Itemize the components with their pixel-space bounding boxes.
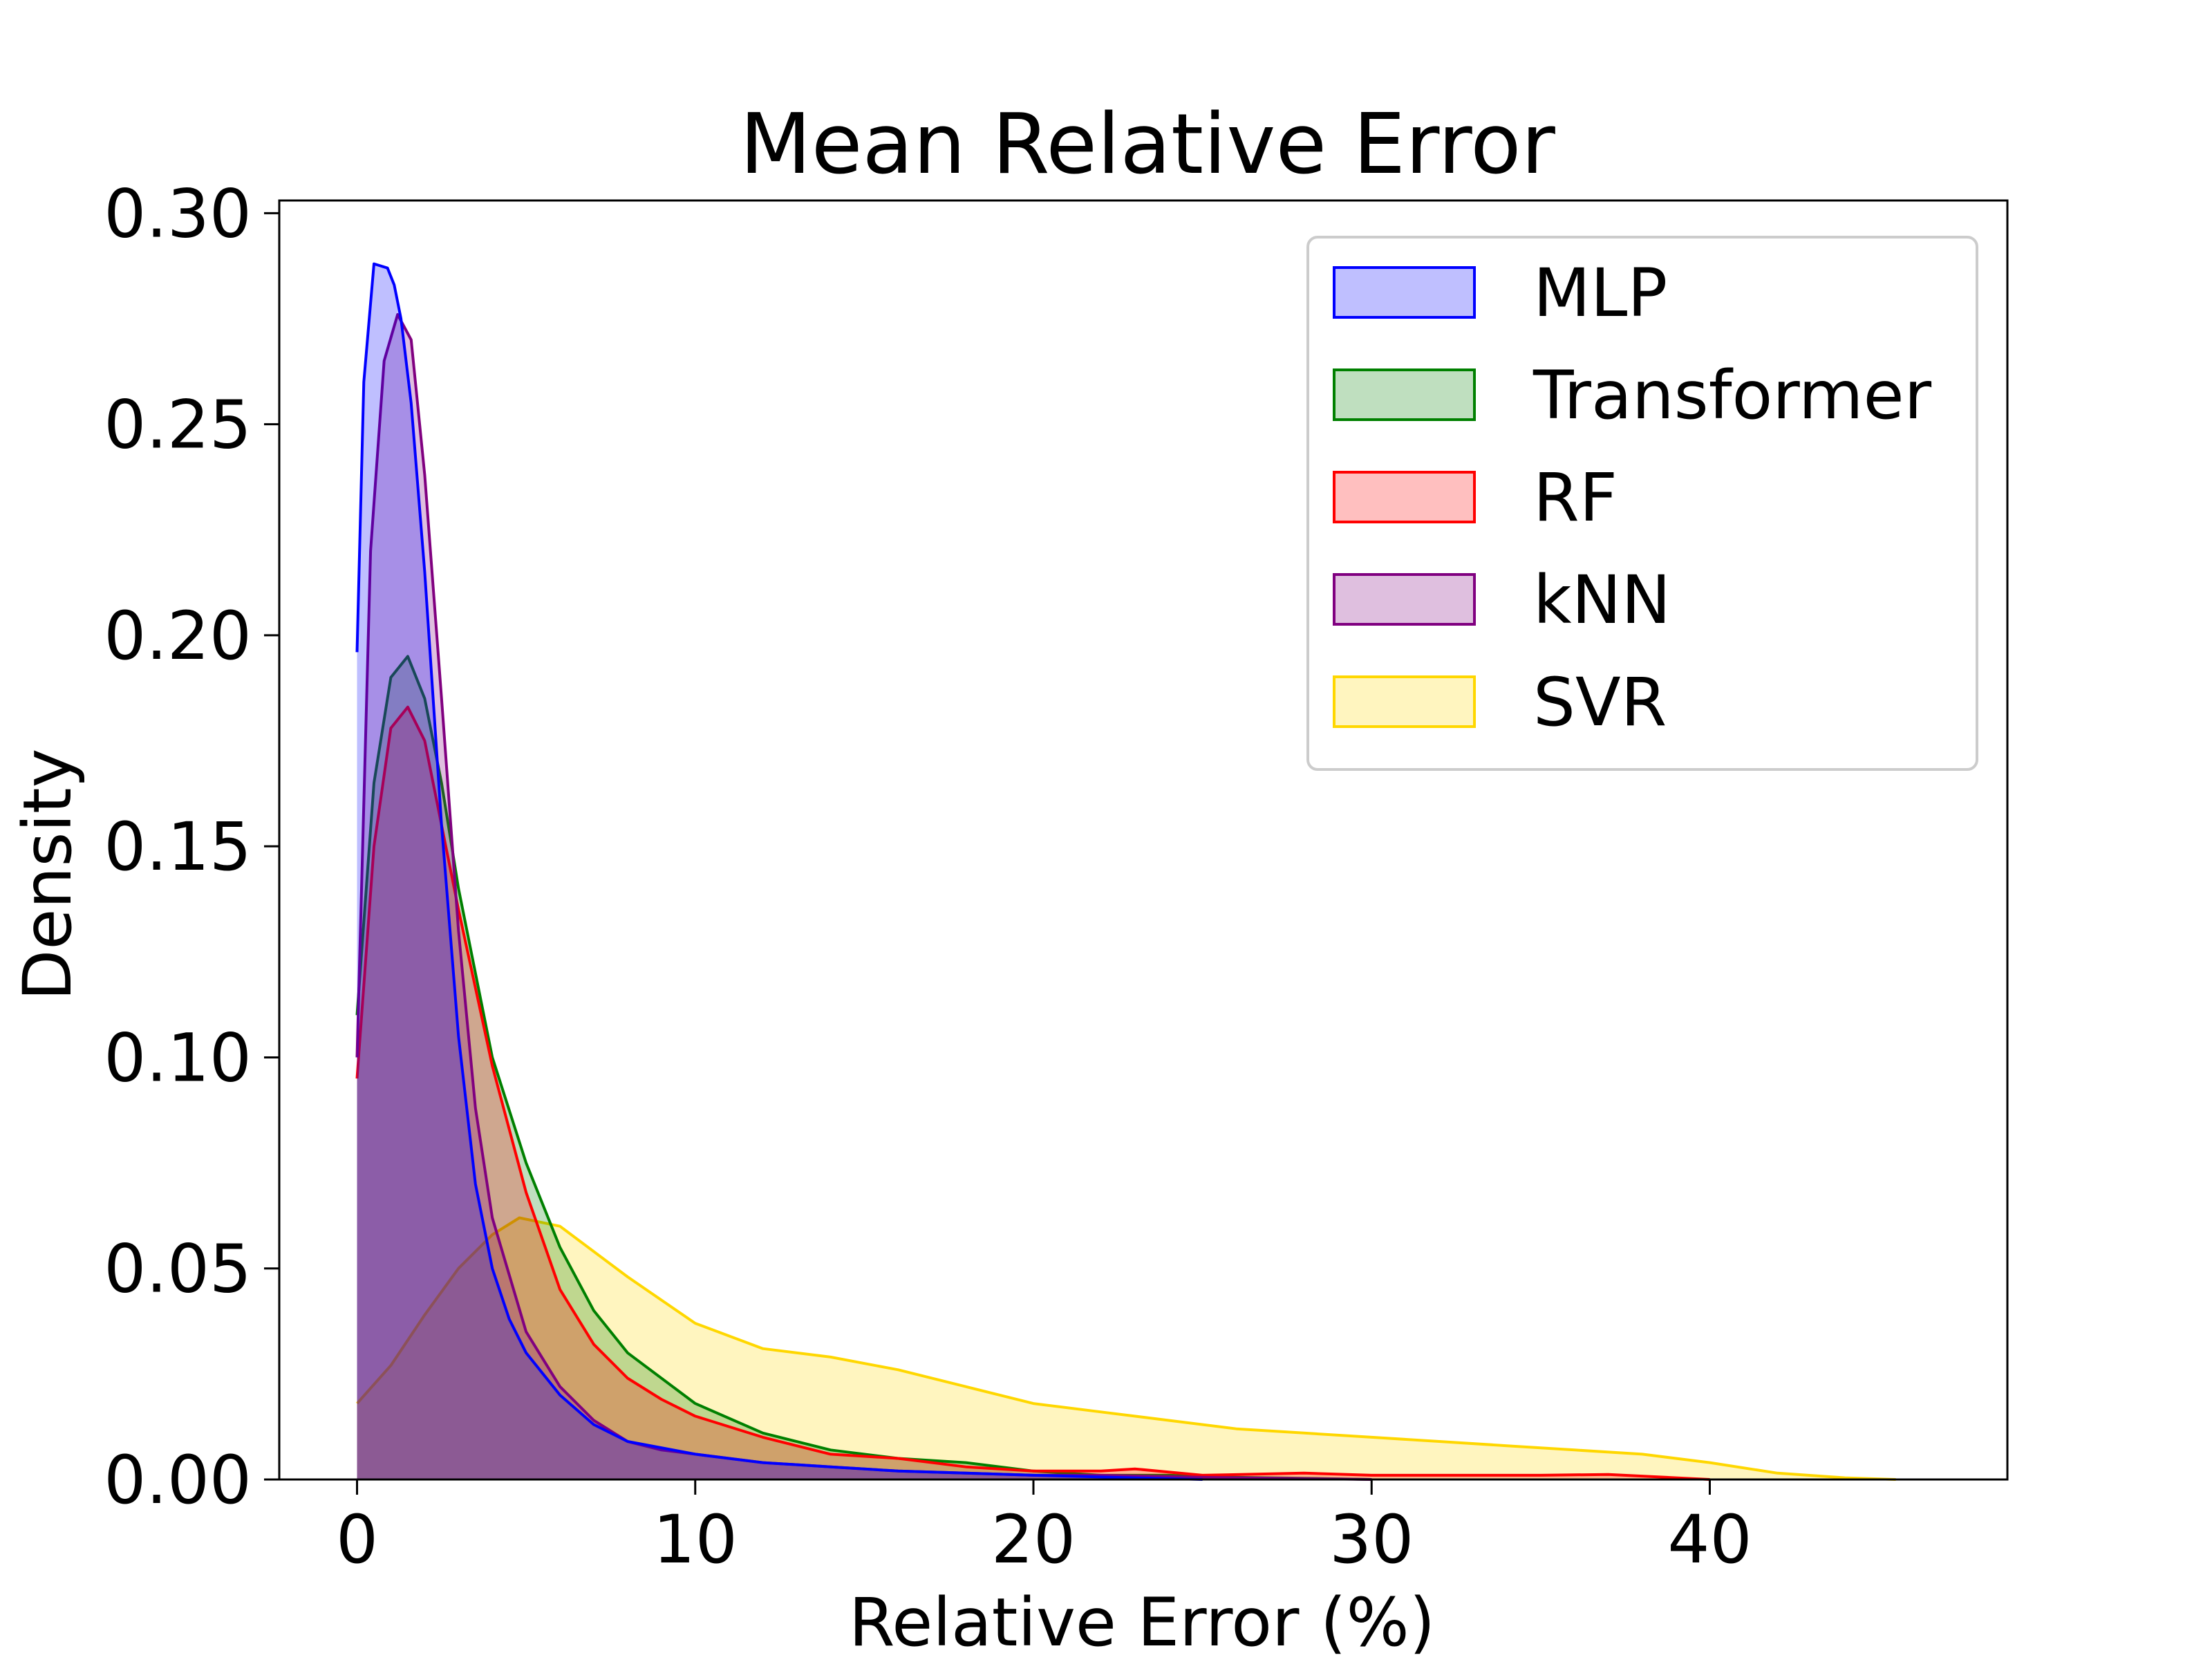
legend: MLP Transformer RF kNN SVR [1306,236,1978,771]
y-tick-label: 0.25 [104,386,252,464]
x-tick-label: 0 [336,1501,378,1578]
plot-frame [278,199,2009,1481]
legend-swatch-rf [1333,471,1476,523]
legend-swatch-knn [1333,573,1476,626]
y-tick-label: 0.30 [104,175,252,252]
y-axis-label: Density [9,749,86,1001]
legend-label-knn: kNN [1533,561,1671,639]
chart-title: Mean Relative Error [740,97,1555,193]
x-tick-label: 40 [1667,1501,1752,1578]
series-area-transformer [357,656,1372,1479]
series-line-rf [355,705,1710,1481]
legend-swatch-mlp [1333,266,1476,319]
series-area-knn [357,314,1372,1479]
y-tick-label: 0.10 [104,1019,252,1096]
series-line-mlp [355,262,1203,1481]
x-tick-label: 20 [991,1501,1076,1578]
series-area-mlp [357,263,1203,1480]
plot-area [355,262,1896,1481]
y-axis: 0.00 0.05 0.10 0.15 0.20 0.25 0.30 [104,175,279,1519]
y-tick-label: 0.00 [104,1441,252,1519]
y-tick-label: 0.15 [104,808,252,886]
legend-swatch-transformer [1333,368,1476,421]
legend-label-transformer: Transformer [1533,357,1932,434]
x-tick-label: 30 [1329,1501,1414,1578]
series-area-svr [357,1217,1896,1479]
y-tick-label: 0.20 [104,597,252,675]
x-axis: 0 10 20 30 40 [336,1479,1752,1578]
legend-label-svr: SVR [1533,664,1667,741]
legend-swatch-svr [1333,675,1476,728]
legend-label-mlp: MLP [1533,254,1667,332]
x-axis-label: Relative Error (%) [849,1584,1435,1659]
series-line-svr [356,1216,1896,1481]
series-area-rf [357,707,1710,1480]
y-tick-label: 0.05 [104,1231,252,1308]
x-tick-label: 10 [653,1501,738,1578]
legend-label-rf: RF [1533,459,1618,536]
